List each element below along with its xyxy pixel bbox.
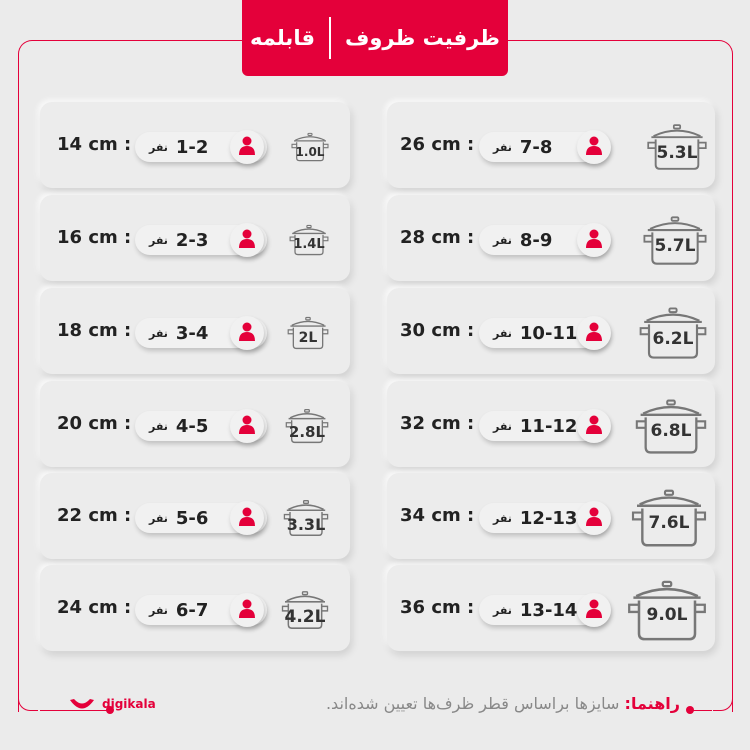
frame-bottom-left [40,710,110,711]
header: ظرفیت ظروف قابلمه [242,0,508,76]
person-icon [230,316,264,350]
people-unit: نفر [493,233,512,247]
person-icon [577,501,611,535]
people-unit: نفر [149,233,168,247]
pot-icon: 1.0L [290,132,330,162]
pot-volume: 6.2L [652,328,694,349]
size-card: 34 cm : نفر 12-13 7.6L [387,473,715,559]
pot-icon: 5.3L [645,123,709,171]
pot-volume: 1.0L [295,144,325,159]
footer-label: راهنما: [624,694,680,713]
footer-text: سایزها براساس قطر ظرف‌ها تعیین شده‌اند. [325,694,625,713]
people-count: 13-14 [519,599,578,621]
pot-icon: 1.4L [288,224,330,256]
pot-volume: 1.4L [293,237,325,253]
people-count: 7-8 [519,136,553,158]
people-unit: نفر [493,140,512,154]
person-icon [577,223,611,257]
people-count: 10-11 [519,322,578,344]
pot-icon: 7.6L [629,488,709,548]
people-unit: نفر [493,326,512,340]
frame-bottom-right [690,710,712,711]
header-divider [328,17,331,59]
dot-left [106,706,114,714]
pot-volume: 2L [298,330,318,347]
people-count: 8-9 [519,229,553,251]
pot-volume: 7.6L [648,513,690,534]
diameter-label: 28 cm : [400,227,475,248]
pot-icon: 9.0L [625,579,709,642]
diameter-label: 26 cm : [400,134,475,155]
person-icon [577,409,611,443]
person-icon [230,223,264,257]
pot-icon: 4.2L [280,590,330,630]
pot-volume: 5.3L [656,143,698,164]
size-card: 32 cm : نفر 11-12 6.8L [387,381,715,467]
diameter-label: 18 cm : [57,320,132,341]
people-unit: نفر [149,326,168,340]
digikala-logo: digikala [68,697,156,711]
people-unit: نفر [493,419,512,433]
size-card: 30 cm : نفر 10-11 6.2L [387,288,715,374]
person-icon [230,593,264,627]
size-card: 22 cm : نفر 5-6 3.3L [40,473,350,559]
person-icon [230,409,264,443]
people-unit: نفر [149,511,168,525]
diameter-label: 32 cm : [400,413,475,434]
size-card: 16 cm : نفر 2-3 1.4L [40,195,350,281]
pot-icon: 5.7L [641,215,709,266]
person-icon [230,501,264,535]
person-icon [230,130,264,164]
people-unit: نفر [149,419,168,433]
header-title: ظرفیت ظروف [344,26,500,50]
person-icon [577,130,611,164]
people-count: 12-13 [519,507,578,529]
pot-volume: 2.8L [288,423,326,442]
pot-icon: 2L [286,316,330,350]
diameter-label: 20 cm : [57,413,132,434]
footer-note: راهنما: سایزها براساس قطر ظرف‌ها تعیین ش… [326,694,680,713]
people-count: 2-3 [175,229,209,251]
person-icon [577,593,611,627]
size-card: 14 cm : نفر 1-2 1.0L [40,102,350,188]
corner-right [713,690,733,711]
size-card: 26 cm : نفر 7-8 5.3L [387,102,715,188]
pot-icon: 2.8L [284,408,330,444]
pot-icon: 3.3L [282,499,330,537]
header-subtitle: قابلمه [250,26,315,50]
people-unit: نفر [149,603,168,617]
size-card: 18 cm : نفر 3-4 2L [40,288,350,374]
people-count: 11-12 [519,415,578,437]
corner-left [18,690,38,711]
people-unit: نفر [493,603,512,617]
people-count: 1-2 [175,136,209,158]
pot-icon: 6.2L [637,306,709,360]
size-card: 28 cm : نفر 8-9 5.7L [387,195,715,281]
people-count: 3-4 [175,322,209,344]
diameter-label: 14 cm : [57,134,132,155]
diameter-label: 16 cm : [57,227,132,248]
diameter-label: 34 cm : [400,505,475,526]
diameter-label: 30 cm : [400,320,475,341]
person-icon [577,316,611,350]
pot-volume: 3.3L [286,514,326,534]
dot-right [686,706,694,714]
pot-volume: 4.2L [284,606,326,627]
diameter-label: 36 cm : [400,597,475,618]
people-count: 5-6 [175,507,209,529]
logo-smile-icon [70,699,94,709]
people-unit: نفر [493,511,512,525]
people-unit: نفر [149,140,168,154]
diameter-label: 24 cm : [57,597,132,618]
pot-volume: 5.7L [654,235,696,256]
people-count: 4-5 [175,415,209,437]
size-card: 24 cm : نفر 6-7 4.2L [40,565,350,651]
people-count: 6-7 [175,599,209,621]
pot-volume: 9.0L [646,604,688,625]
diameter-label: 22 cm : [57,505,132,526]
size-card: 36 cm : نفر 13-14 9.0L [387,565,715,651]
pot-volume: 6.8L [650,421,692,442]
pot-icon: 6.8L [633,398,709,455]
size-card: 20 cm : نفر 4-5 2.8L [40,381,350,467]
